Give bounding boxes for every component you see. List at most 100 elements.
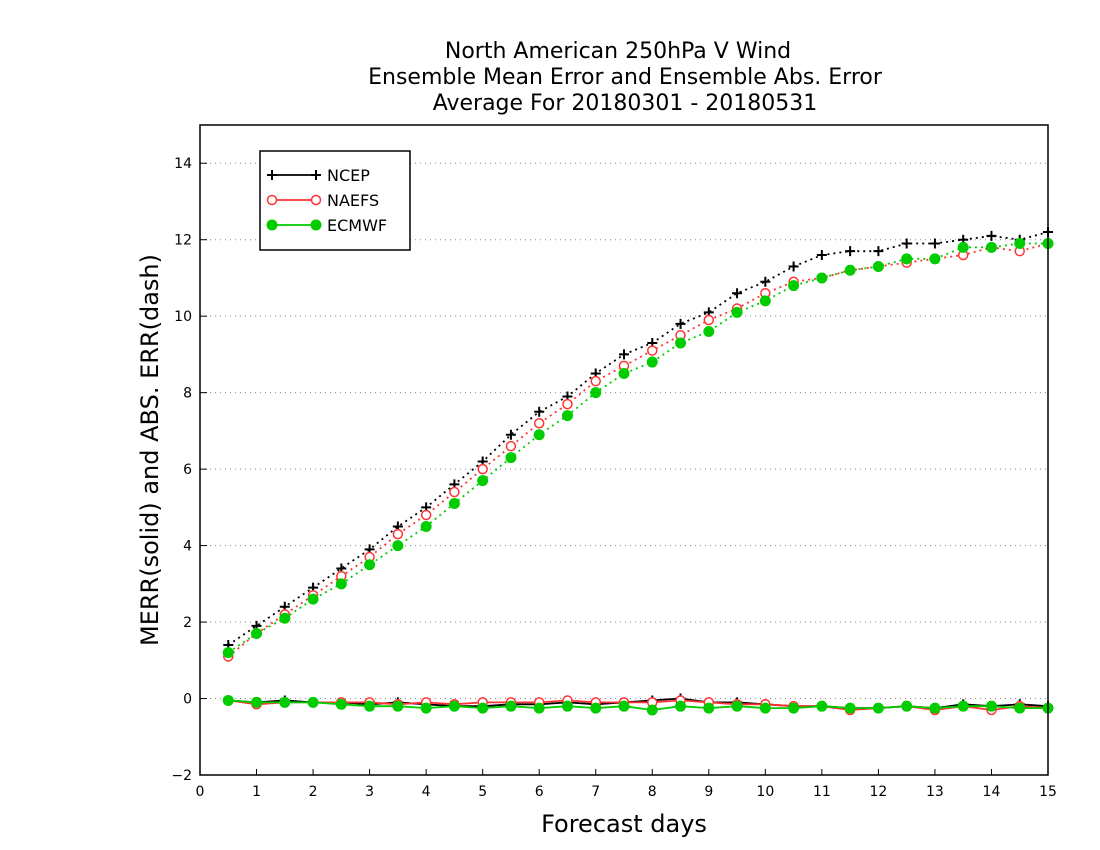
title-line-2: Ensemble Mean Error and Ensemble Abs. Er… [368, 65, 883, 90]
mean-err-point [646, 704, 658, 716]
legend-marker [310, 194, 322, 206]
abs-err-point [929, 253, 941, 265]
mean-err-point [420, 702, 432, 714]
abs-err-line [227, 242, 1048, 654]
x-tick-label: 9 [704, 784, 713, 800]
y-axis-ticks: −2 0 2 4 6 8 10 12 14 [171, 156, 207, 784]
abs-err-point [420, 520, 432, 532]
abs-err-point [562, 398, 573, 410]
abs-err-point [929, 238, 940, 249]
y-tick-label: 2 [183, 615, 192, 631]
mean-err-point [392, 700, 404, 712]
legend: NCEP NAEFS ECMWF [259, 150, 411, 251]
mean-err-point [561, 700, 573, 712]
abs-err-point [420, 509, 432, 521]
legend-label: ECMWF [327, 216, 387, 235]
abs-err-point [477, 463, 488, 475]
legend-marker [267, 170, 277, 180]
y-tick-label: 10 [174, 309, 192, 325]
abs-err-point [957, 241, 969, 253]
x-tick-label: 6 [535, 784, 544, 800]
mean-err-point [957, 700, 969, 712]
abs-err-point [732, 288, 743, 299]
abs-err-point [872, 260, 884, 272]
abs-err-point [986, 230, 997, 241]
abs-err-point [901, 238, 912, 249]
y-tick-label: −2 [171, 768, 192, 784]
abs-err-point [844, 264, 856, 276]
abs-err-point [307, 593, 319, 605]
legend-marker [266, 219, 278, 231]
mean-err-point [590, 702, 602, 714]
abs-err-point [703, 325, 715, 337]
y-tick-label: 12 [174, 233, 192, 249]
mean-err-point [364, 700, 376, 712]
abs-err-point [788, 261, 799, 272]
abs-err-point [731, 306, 743, 318]
abs-err-point [392, 540, 404, 552]
abs-err-point [392, 528, 404, 540]
abs-err-point [335, 578, 347, 590]
abs-err-point [901, 253, 913, 265]
abs-err-point [477, 475, 489, 487]
mean-err-point [505, 700, 517, 712]
abs-err-point [845, 246, 856, 257]
series-ncep [223, 227, 1053, 714]
x-tick-label: 4 [422, 784, 431, 800]
mean-err-point [618, 700, 630, 712]
abs-err-point [760, 276, 771, 287]
mean-err-point [844, 702, 856, 714]
abs-err-point [985, 241, 997, 253]
x-tick-label: 14 [983, 784, 1001, 800]
x-tick-label: 0 [196, 784, 205, 800]
plot-frame [199, 124, 1049, 776]
title-line-3: Average For 20180301 - 20180531 [433, 91, 818, 116]
mean-err-point [759, 702, 771, 714]
abs-err-point [873, 246, 884, 257]
x-tick-label: 10 [756, 784, 774, 800]
abs-err-point [590, 387, 602, 399]
mean-err-point [731, 700, 743, 712]
abs-err-point [505, 429, 516, 440]
mean-err-point [251, 696, 263, 708]
abs-err-point [449, 486, 460, 498]
series-ecmwf [222, 238, 1054, 716]
mean-err-point [222, 694, 234, 706]
series-lines [222, 227, 1054, 716]
mean-err-point [788, 702, 800, 714]
y-axis-label: MERR(solid) and ABS. ERR(dash) [136, 254, 164, 646]
abs-err-point [279, 612, 291, 624]
mean-err-point [703, 702, 715, 714]
abs-err-point [759, 295, 771, 307]
x-tick-label: 3 [365, 784, 374, 800]
mean-err-point [533, 702, 545, 714]
abs-err-point [816, 272, 828, 284]
abs-err-point [647, 345, 658, 356]
y-tick-label: 8 [183, 386, 192, 402]
abs-err-point [619, 349, 629, 360]
abs-err-point [505, 440, 517, 452]
x-axis-ticks: 0 1 2 3 4 5 6 7 8 9 10 11 12 13 14 15 [196, 769, 1057, 800]
abs-err-point [675, 337, 687, 349]
abs-err-point [788, 280, 800, 292]
abs-err-line [227, 242, 1049, 658]
abs-err-point [505, 452, 517, 464]
x-tick-label: 13 [926, 784, 944, 800]
abs-err-point [448, 498, 460, 510]
mean-err-point [985, 700, 997, 712]
abs-err-point [646, 356, 658, 368]
x-tick-label: 7 [591, 784, 600, 800]
mean-err-point [816, 700, 828, 712]
legend-marker [266, 194, 278, 206]
abs-err-point [251, 628, 263, 640]
abs-err-point [590, 375, 601, 387]
legend-marker [310, 219, 322, 231]
y-tick-label: 4 [183, 539, 192, 555]
y-tick-label: 6 [183, 462, 192, 478]
chart-title: North American 250hPa V Wind Ensemble Me… [368, 39, 883, 116]
x-tick-label: 12 [869, 784, 887, 800]
abs-err-line [227, 231, 1049, 646]
mean-err-point [929, 702, 941, 714]
title-line-1: North American 250hPa V Wind [445, 39, 791, 64]
